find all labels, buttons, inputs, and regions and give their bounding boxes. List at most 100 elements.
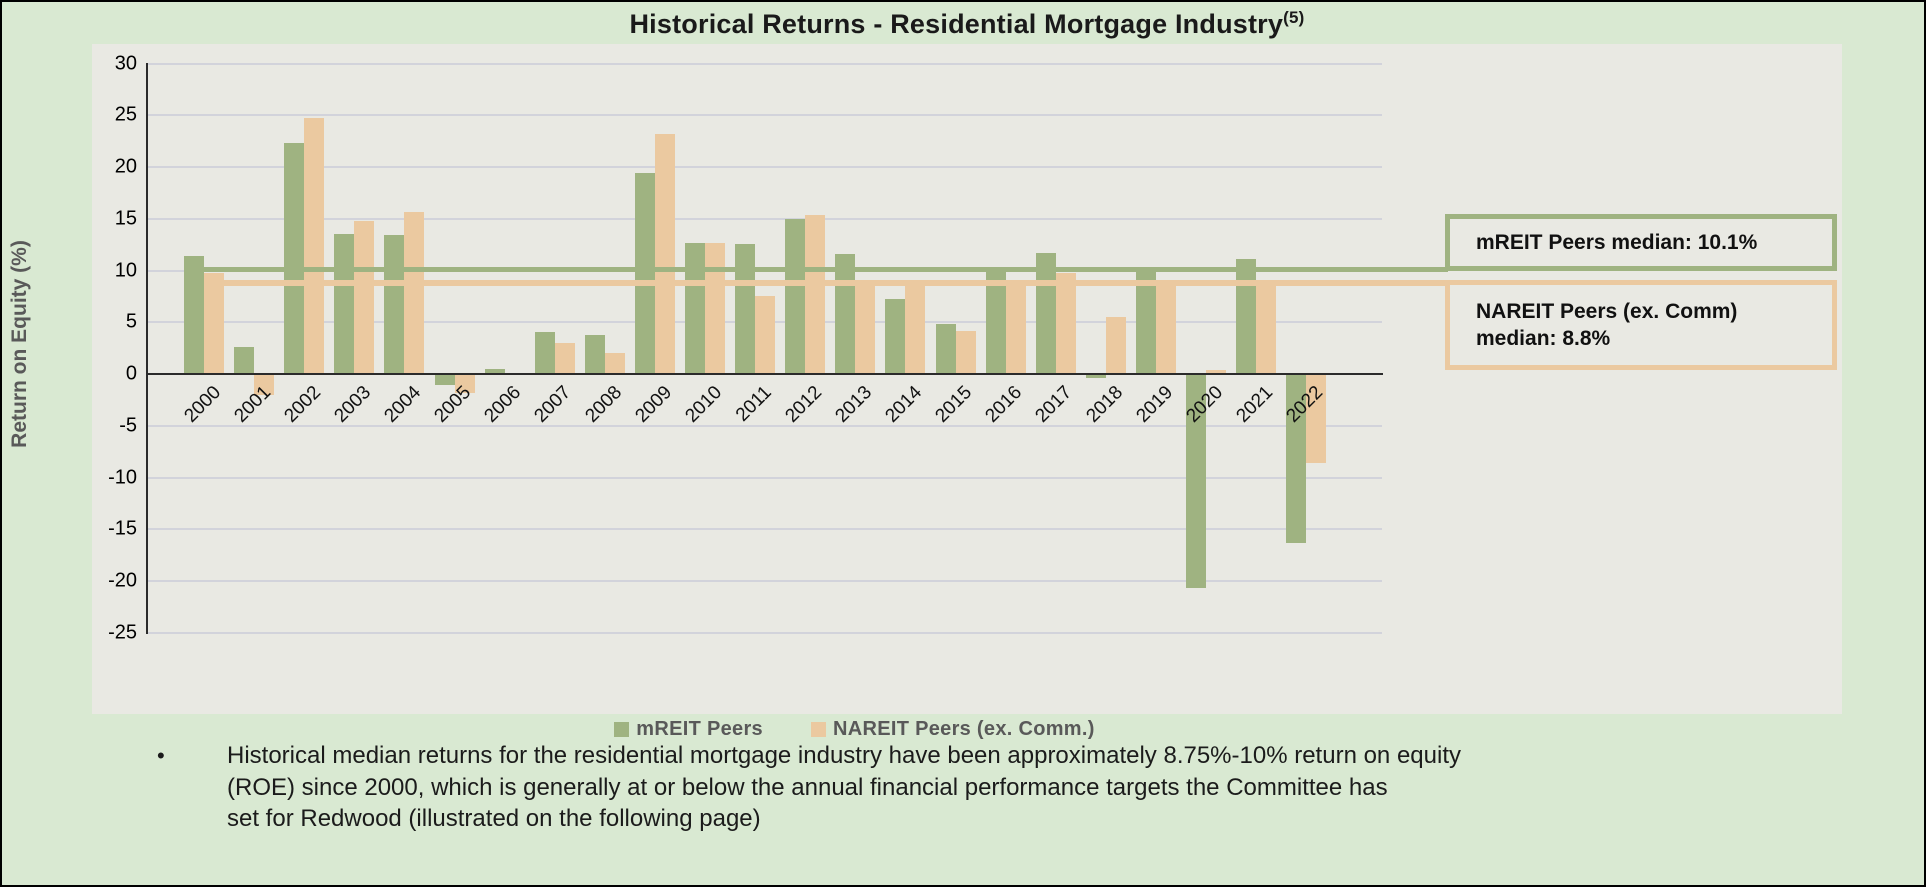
bar-mreit-2006: [484, 368, 505, 374]
bar-mreit-2011: [735, 243, 756, 374]
bar-nareit-2004: [404, 211, 425, 374]
y-axis-line: [146, 62, 148, 634]
chart-legend: mREIT Peers NAREIT Peers (ex. Comm.): [237, 718, 1472, 741]
y-axis-tick--15: -15: [108, 517, 137, 540]
gridline: [147, 476, 1382, 479]
bar-nareit-2012: [805, 214, 826, 374]
y-axis-tick--20: -20: [108, 569, 137, 592]
legend-label-nareit: NAREIT Peers (ex. Comm.): [832, 718, 1095, 740]
bar-mreit-2003: [334, 234, 355, 374]
y-axis-tick-10: 10: [114, 259, 137, 281]
gridline: [147, 217, 1382, 220]
bar-mreit-2000: [184, 256, 204, 374]
plot-area: 30 25 20 15 10 5 0 -5 -10 -15 -20 -25 2000 2001 2002 20…: [92, 44, 1842, 714]
bar-nareit-2009: [654, 133, 675, 374]
nareit-legend-swatch-icon: [810, 722, 826, 737]
nareit-median-line: [204, 279, 1448, 286]
x-axis-label-text: 2014: [881, 382, 927, 427]
x-axis-label-text: 2016: [981, 382, 1027, 427]
bar-mreit-2009: [634, 173, 655, 374]
bar-nareit-2003: [354, 220, 375, 374]
x-axis-label-text: 2021: [1232, 382, 1277, 427]
bar-mreit-2020: [1186, 375, 1206, 589]
chart-title-footnote-ref: (5): [1283, 8, 1305, 27]
bar-nareit-2015: [955, 330, 976, 374]
footnote-bullet: •: [157, 743, 165, 768]
legend-item-mreit: mREIT Peers: [614, 718, 763, 741]
chart-title-text: Historical Returns - Residential Mortgag…: [629, 9, 1284, 39]
y-axis-tick-0: 0: [125, 362, 137, 385]
bar-mreit-2004: [384, 235, 405, 374]
bar-mreit-2001: [234, 347, 255, 374]
footnote-text: Historical median returns for the reside…: [227, 742, 1461, 832]
bar-nareit-2010: [705, 242, 725, 374]
x-axis-label-text: 2012: [781, 382, 827, 427]
legend-label-mreit: mREIT Peers: [636, 718, 763, 740]
bar-nareit-2014: [905, 284, 926, 374]
x-axis-line: [146, 373, 1383, 375]
bar-nareit-2005: [454, 375, 475, 393]
gridline: [147, 528, 1382, 531]
bar-nareit-2016: [1005, 280, 1026, 374]
x-axis-label-text: 2010: [681, 382, 726, 427]
bar-nareit-2007: [554, 342, 575, 374]
mreit-median-line: [184, 266, 1448, 272]
x-axis-label-text: 2008: [580, 382, 626, 427]
bar-mreit-2018: [1085, 375, 1106, 379]
mreit-legend-swatch-icon: [614, 722, 630, 737]
x-axis-label-text: 2019: [1131, 382, 1177, 427]
y-axis-tick-15: 15: [114, 207, 137, 230]
x-axis-label-text: 2007: [530, 382, 576, 427]
nareit-median-annotation-text: NAREIT Peers (ex. Comm) median: 8.8%: [1476, 300, 1738, 350]
x-axis-label-text: 2011: [732, 382, 776, 426]
bar-mreit-2016: [985, 268, 1006, 374]
bar-nareit-2017: [1055, 272, 1076, 374]
y-axis-title: Return on Equity (%): [8, 240, 31, 448]
legend-item-nareit: NAREIT Peers (ex. Comm.): [810, 718, 1095, 741]
chart-title: Historical Returns - Residential Mortgag…: [92, 8, 1842, 40]
bar-nareit-2013: [855, 280, 876, 374]
chart-surface: Return on Equity (%) 30 25 20 15 10 5 0 -5 -10 -1…: [8, 44, 1842, 740]
y-axis-tick-5: 5: [125, 310, 137, 333]
gridline: [147, 114, 1382, 117]
bar-nareit-2000: [204, 272, 224, 374]
y-axis-tick-30: 30: [114, 52, 137, 74]
bar-mreit-2022: [1286, 375, 1307, 543]
mreit-median-annotation-text: mREIT Peers median: 10.1%: [1476, 231, 1758, 254]
y-axis-tick-25: 25: [114, 103, 137, 126]
x-axis-label-text: 2017: [1031, 382, 1077, 427]
gridline: [147, 424, 1382, 427]
footnote: • Historical median returns for the resi…: [157, 740, 1837, 835]
x-axis-label-text: 2002: [280, 382, 326, 427]
x-axis-label-text: 2004: [380, 382, 426, 427]
y-axis-tick--25: -25: [108, 621, 137, 644]
bar-nareit-2018: [1105, 317, 1126, 374]
gridline: [147, 631, 1382, 634]
x-axis-label-text: 2018: [1081, 382, 1127, 427]
bar-nareit-2001: [254, 375, 275, 395]
gridline: [147, 166, 1382, 168]
bar-mreit-2010: [685, 242, 705, 374]
mreit-median-annotation-box: mREIT Peers median: 10.1%: [1445, 214, 1837, 271]
bar-nareit-2008: [604, 353, 625, 374]
x-axis-label-text: 2013: [831, 382, 877, 427]
gridline: [147, 62, 1382, 65]
y-axis-tick--10: -10: [108, 466, 137, 488]
bar-nareit-2019: [1155, 283, 1176, 374]
bar-mreit-2015: [935, 324, 956, 374]
bar-nareit-2020: [1206, 369, 1226, 374]
y-axis-tick--5: -5: [119, 414, 137, 437]
y-axis-tick-20: 20: [114, 155, 137, 178]
bar-mreit-2021: [1236, 259, 1257, 374]
bar-nareit-2022: [1306, 375, 1327, 463]
x-axis-label-text: 2003: [330, 382, 376, 427]
bar-mreit-2012: [785, 218, 806, 374]
bar-nareit-2011: [755, 296, 776, 374]
bar-nareit-2021: [1256, 283, 1277, 374]
gridline: [147, 580, 1382, 582]
x-axis-label-text: 2006: [480, 382, 526, 427]
bar-nareit-2002: [304, 118, 325, 374]
bar-mreit-2008: [584, 334, 605, 374]
bar-mreit-2007: [534, 331, 555, 374]
